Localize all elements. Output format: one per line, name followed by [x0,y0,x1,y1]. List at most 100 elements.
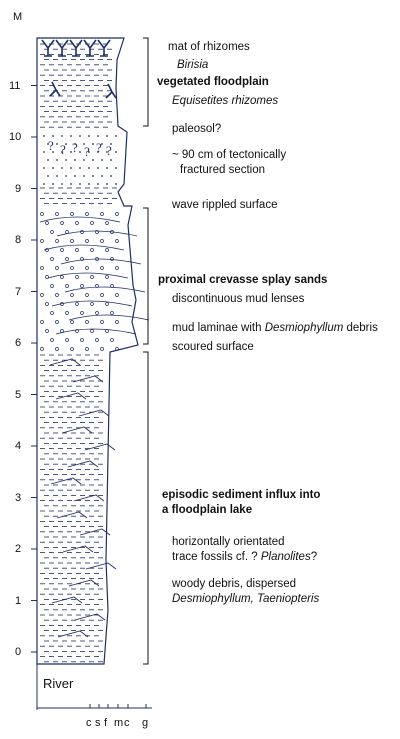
grain-dot [65,311,69,315]
grain-dot [75,329,79,333]
fracture-dot [83,159,85,161]
fracture-dot [47,143,49,145]
fracture-dot [70,167,72,169]
grain-dot [50,257,54,261]
lens-mark [78,409,110,417]
annotation-wave-rippled: wave rippled surface [172,199,278,211]
grain-size-label: s [95,717,101,729]
lens-mark [85,562,117,570]
rhizome-symbol [83,39,97,57]
fracture-dot [47,175,49,177]
grain-dot [100,320,104,324]
grain-dot [70,239,74,243]
fracture-dot [110,159,112,161]
grain-dot [40,239,44,243]
grain-dot [40,347,44,351]
grain-dot [80,311,84,315]
scale-tick-label: 2 [15,543,22,555]
rhizome-symbol [69,39,83,57]
fracture-question-mark: ? [96,140,102,155]
trace-text: trace fossils cf. ? [172,551,261,563]
fracture-dot [43,151,45,153]
grain-dot [45,302,49,306]
fracture-dot [52,183,54,185]
grain-dot [90,329,94,333]
mud-laminae-text: mud laminae with [172,322,265,334]
fracture-question-mark: ? [84,144,90,159]
fracture-dot [65,175,67,177]
grain-dot [75,248,79,252]
lens-mark [49,358,81,366]
fracture-dot [43,167,45,169]
fracture-dot [83,143,85,145]
base-label: River [43,676,74,691]
lens-mark [56,511,88,519]
grain-dot [60,221,64,225]
fracture-dot [79,135,81,137]
grain-dot [85,266,89,270]
scale-tick-label: 9 [15,182,22,195]
fracture-dot [79,151,81,153]
grain-dot [60,302,64,306]
grain-dot [50,230,54,234]
fracture-question-mark: ? [72,140,78,155]
fracture-dot [115,135,117,137]
grain-dot [70,293,74,297]
fracture-dot [97,167,99,169]
grain-dot [105,221,109,225]
crossbed-arc [55,328,137,335]
grain-dot [55,239,59,243]
fracture-question-mark: ? [106,143,112,158]
annotation-birisia: Birisia [177,59,209,71]
lens-mark [67,460,99,468]
grain-dot [80,257,84,261]
interval-brackets [143,37,149,665]
fracture-dot [115,183,117,185]
grain-dot [50,338,54,342]
annotation-fractured-2: fractured section [180,164,266,176]
rhizome-symbols [41,39,117,99]
scale-tick-label: 1 [15,594,22,607]
equisetites-symbol [49,81,61,97]
annotation-trace-1: horizontally orientated [172,536,285,548]
lens-mark [74,613,106,621]
lens-symbols [49,358,117,638]
grain-dot [65,338,69,342]
annotation-equisetites: Equisetites rhizomes [172,95,279,107]
grain-dot [85,293,89,297]
fracture-dot [110,175,112,177]
grain-dot [45,329,49,333]
grain-dot [40,320,44,324]
fracture-dot [97,135,99,137]
grain-dot [75,302,79,306]
grain-dot [45,248,49,252]
fracture-dot [43,135,45,137]
grain-dot [100,239,104,243]
fracture-dot [65,143,67,145]
annotation-paleosol: paleosol? [172,123,222,135]
grain-dot [85,320,89,324]
lens-mark [68,579,100,587]
grain-dot [65,230,69,234]
fracture-dot [97,151,99,153]
fracture-dot [101,175,103,177]
annotation-rhizome-mat: mat of rhizomes [168,41,250,53]
annotation-fractured-1: ~ 90 cm of tectonically [172,149,287,161]
scale-tick-label: 5 [15,388,22,401]
grain-size-label: c [124,717,130,729]
fracture-dot [88,135,90,137]
scale-ticks [31,85,37,653]
lens-mark [73,494,105,502]
fracture-dot [65,159,67,161]
fracture-dot [79,183,81,185]
grain-dot [90,302,94,306]
grain-dot [60,275,64,279]
lens-mark [79,528,111,536]
trace-taxon: Planolites [260,551,311,563]
lens-mark [62,545,94,553]
grain-dot [115,212,119,216]
grain-dot [95,230,99,234]
grain-dot [85,347,89,351]
grain-dot [75,275,79,279]
fracture-dot [115,167,117,169]
